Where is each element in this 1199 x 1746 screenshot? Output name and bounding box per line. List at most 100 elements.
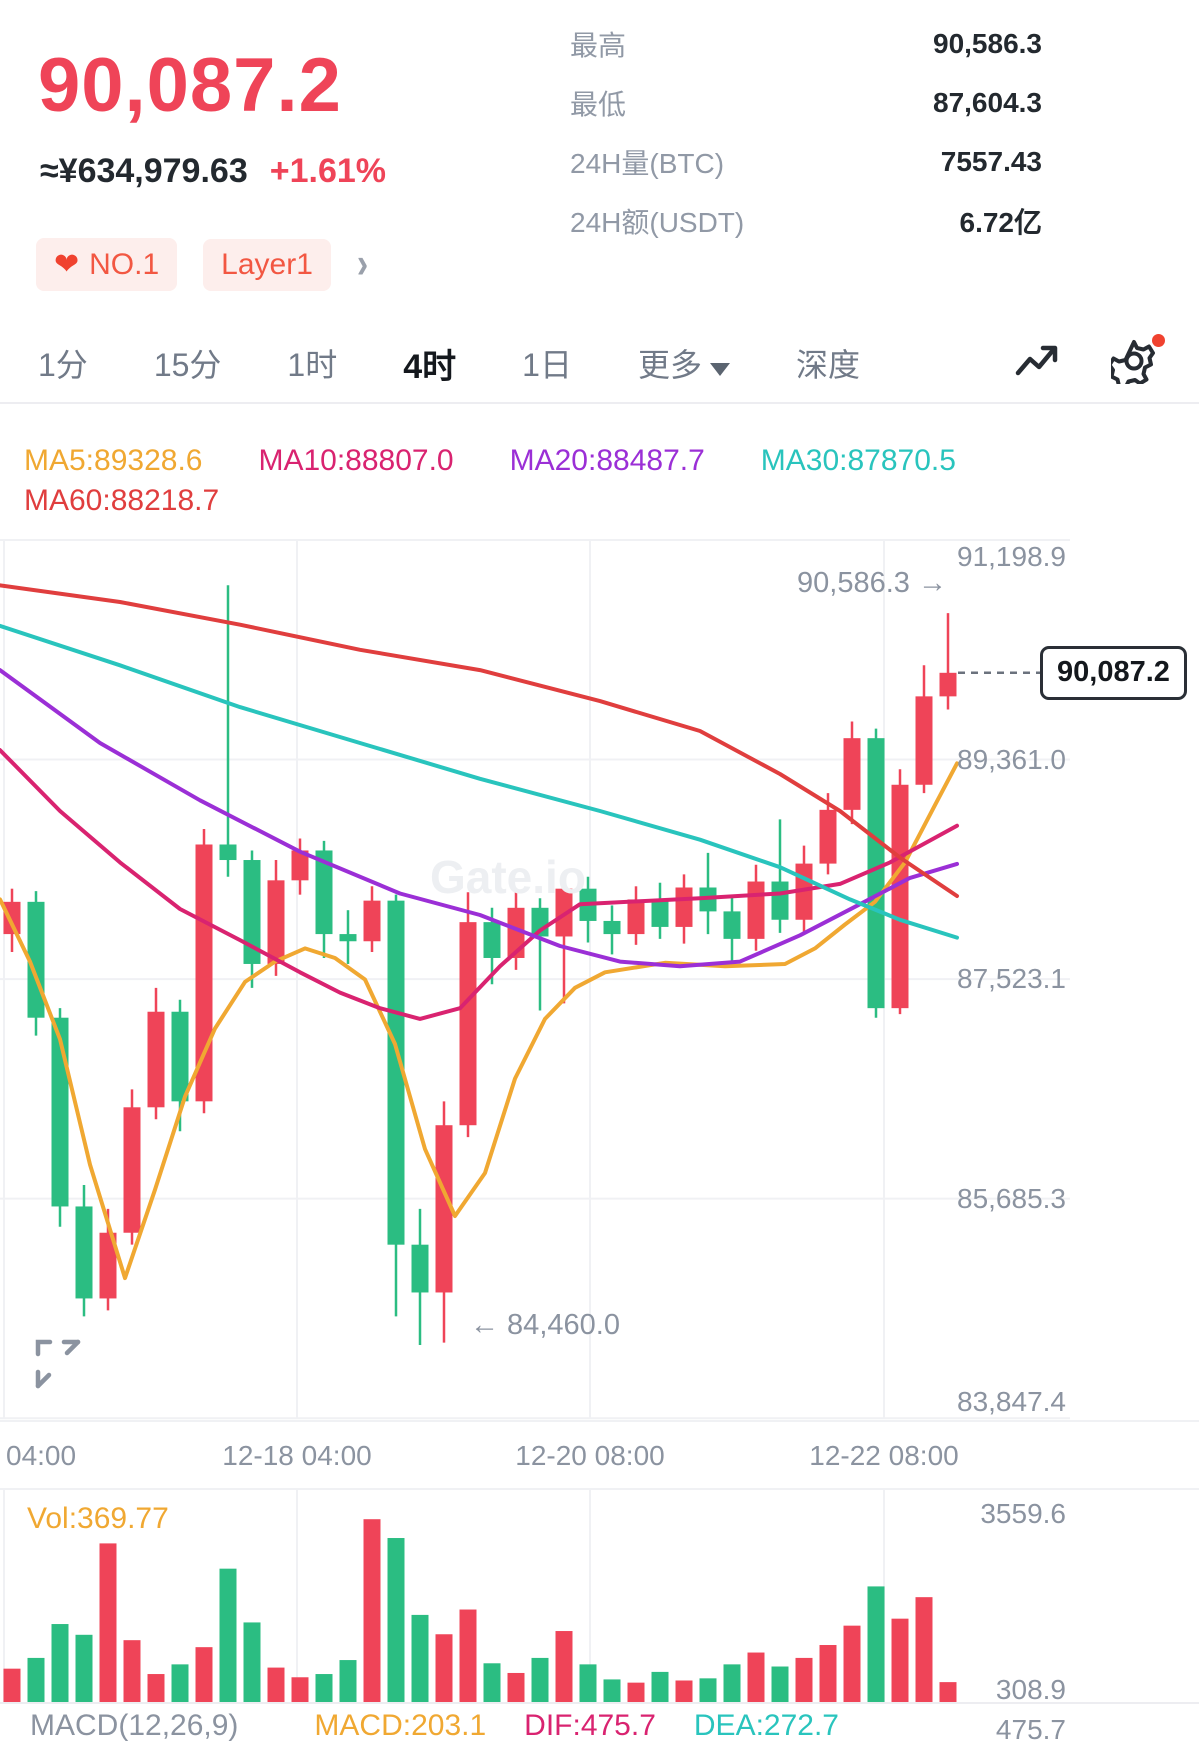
stat-value: 90,586.3 xyxy=(933,28,1042,59)
tag-no1-label: NO.1 xyxy=(89,247,160,281)
tab-1日[interactable]: 1日 xyxy=(522,347,572,383)
ma-line-MA20 xyxy=(0,668,959,969)
candle[interactable] xyxy=(75,1206,93,1299)
macd-indicator-row: MACD(12,26,9) MACD:203.1 DIF:475.7 DEA:272… xyxy=(0,1702,1199,1743)
tag-no1[interactable]: ❤ NO.1 xyxy=(36,238,178,291)
volume-bar xyxy=(51,1624,69,1702)
time-axis: 04:00 12-18 04:00 12-20 08:00 12-22 08:00 xyxy=(0,1420,1199,1490)
volume-bar xyxy=(75,1634,93,1702)
candle[interactable] xyxy=(3,901,21,935)
tab-更多[interactable]: 更多 xyxy=(638,340,730,386)
candle[interactable] xyxy=(147,1011,165,1108)
dropdown-arrow-icon xyxy=(709,363,730,376)
macd-value-label: MACD:203.1 xyxy=(314,1709,487,1742)
ma-label: MA10:88807.0 xyxy=(258,444,454,477)
candle[interactable] xyxy=(747,881,765,939)
candle[interactable] xyxy=(219,844,237,861)
settings-gear-icon[interactable] xyxy=(1107,333,1165,389)
price-axis-label: 85,685.3 xyxy=(957,1182,1066,1214)
candle[interactable] xyxy=(435,1125,453,1293)
stat-value: 87,604.3 xyxy=(933,87,1042,118)
tab-深度[interactable]: 深度 xyxy=(795,347,860,383)
candle[interactable] xyxy=(99,1232,117,1299)
volume-bar xyxy=(243,1622,261,1702)
volume-bar xyxy=(891,1618,909,1702)
ma-line-MA30 xyxy=(0,623,959,940)
candle[interactable] xyxy=(819,809,837,864)
ma-label: MA30:87870.5 xyxy=(760,444,956,477)
volume-bar xyxy=(723,1664,741,1702)
volume-bar xyxy=(699,1678,717,1702)
volume-bar xyxy=(747,1652,765,1702)
current-price-tag: 90,087.2 xyxy=(1040,645,1187,700)
notification-dot xyxy=(1152,333,1165,347)
stat-value: 6.72亿 xyxy=(959,207,1043,238)
tab-15分[interactable]: 15分 xyxy=(153,347,222,383)
stat-row: 最低 87,604.3 xyxy=(570,83,1042,123)
ma-line-MA60 xyxy=(0,583,959,898)
change-percent: +1.61% xyxy=(269,152,387,190)
tab-1分[interactable]: 1分 xyxy=(38,347,88,383)
tag-layer1[interactable]: Layer1 xyxy=(203,238,331,291)
stat-value: 7557.43 xyxy=(940,146,1042,177)
tab-4时[interactable]: 4时 xyxy=(403,347,457,386)
candle[interactable] xyxy=(267,880,285,964)
candle[interactable] xyxy=(675,887,693,927)
candle[interactable] xyxy=(915,696,933,785)
volume-bar xyxy=(651,1671,669,1702)
candle[interactable] xyxy=(243,860,261,964)
candle[interactable] xyxy=(171,1011,189,1102)
stat-row: 24H额(USDT) 6.72亿 xyxy=(570,201,1042,241)
candle[interactable] xyxy=(387,900,405,1245)
last-price: 90,087.2 xyxy=(38,43,342,128)
candle[interactable] xyxy=(363,900,381,942)
candle[interactable] xyxy=(771,881,789,920)
chevron-right-icon[interactable]: › xyxy=(356,240,369,288)
candle[interactable] xyxy=(891,784,909,1009)
volume-bar xyxy=(915,1597,933,1702)
candle[interactable] xyxy=(411,1244,429,1293)
volume-bar xyxy=(459,1609,477,1702)
candle[interactable] xyxy=(195,844,213,1102)
candle[interactable] xyxy=(723,911,741,939)
candle[interactable] xyxy=(123,1107,141,1233)
stat-label: 24H额(USDT) xyxy=(570,207,745,238)
time-axis-label: 12-22 08:00 xyxy=(809,1440,959,1471)
stats-panel: 最高 90,586.3 最低 87,604.3 24H量(BTC) 7557.43 24H额… xyxy=(570,24,1042,241)
ma-line-MA5 xyxy=(0,761,959,1281)
candle[interactable] xyxy=(939,672,957,697)
candle[interactable] xyxy=(507,907,525,958)
low-annotation: ← 84,460.0 xyxy=(470,1309,620,1342)
volume-bar xyxy=(171,1664,189,1702)
fiat-price: ≈¥634,979.63 xyxy=(40,152,248,190)
high-annotation: 90,586.3 → xyxy=(797,567,947,600)
volume-bar xyxy=(531,1657,549,1702)
trend-chart-icon[interactable] xyxy=(1015,341,1059,386)
tab-1时[interactable]: 1时 xyxy=(287,347,338,383)
candlestick-chart[interactable]: 91,198.9 89,361.0 87,523.1 85,685.3 83,847.4… xyxy=(0,520,1199,1422)
volume-bar xyxy=(603,1679,621,1702)
candle[interactable] xyxy=(603,920,621,935)
ma-indicators-row1: MA5:89328.6 MA10:88807.0 MA20:88487.7 MA30:… xyxy=(24,444,956,478)
stat-label: 最高 xyxy=(570,30,627,61)
volume-pane[interactable]: Vol:369.77 3559.6 308.9 xyxy=(0,1490,1199,1705)
macd-params-label: MACD(12,26,9) xyxy=(30,1709,239,1742)
candle[interactable] xyxy=(291,850,309,881)
volume-bar xyxy=(627,1682,645,1702)
candle[interactable] xyxy=(867,738,885,1009)
candle[interactable] xyxy=(315,850,333,935)
stat-row: 24H量(BTC) 7557.43 xyxy=(570,142,1042,182)
candle[interactable] xyxy=(459,922,477,1126)
volume-bar xyxy=(843,1625,861,1702)
candle[interactable] xyxy=(627,899,645,935)
price-axis-label: 87,523.1 xyxy=(957,963,1066,995)
chart-canvas[interactable] xyxy=(0,520,1199,1422)
volume-bar xyxy=(675,1680,693,1702)
candle[interactable] xyxy=(339,934,357,942)
candle[interactable] xyxy=(843,738,861,810)
volume-bar xyxy=(867,1586,885,1702)
candle[interactable] xyxy=(651,899,669,927)
time-axis-label: 12-20 08:00 xyxy=(515,1440,665,1471)
candle[interactable] xyxy=(483,922,501,958)
